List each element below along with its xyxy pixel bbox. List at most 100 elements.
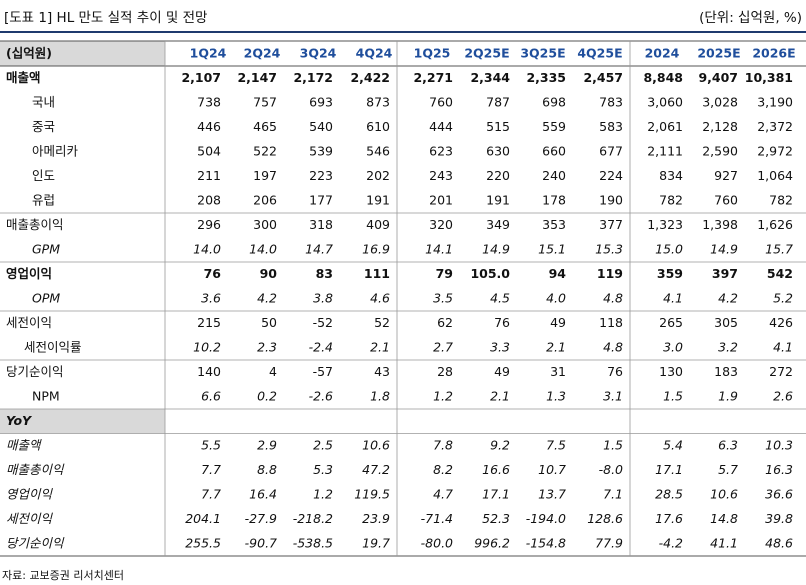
cell: 4 — [269, 364, 277, 379]
cell: 2,972 — [757, 143, 793, 158]
cell: 79 — [436, 266, 453, 281]
cell: 760 — [429, 94, 453, 109]
cell: 698 — [542, 94, 566, 109]
cell: 4.7 — [433, 486, 453, 501]
cell: 610 — [366, 119, 390, 134]
cell: 31 — [550, 364, 566, 379]
cell: 224 — [599, 168, 623, 183]
cell: 10,381 — [745, 70, 793, 85]
cell: 2.5 — [313, 437, 333, 452]
cell: 14.7 — [305, 241, 333, 256]
cell: 7.5 — [546, 437, 566, 452]
cell: 1.2 — [313, 486, 333, 501]
cell: -2.4 — [309, 339, 333, 354]
cell: 8,848 — [643, 70, 683, 85]
cell: 15.7 — [765, 241, 793, 256]
cell: 515 — [486, 119, 510, 134]
cell: -538.5 — [293, 535, 333, 550]
cell: 693 — [309, 94, 333, 109]
cell: 14.8 — [710, 511, 738, 526]
cell: 220 — [486, 168, 510, 183]
column-header: 1Q25 — [414, 46, 451, 61]
cell: 9.2 — [490, 437, 510, 452]
cell: 223 — [309, 168, 333, 183]
cell: 359 — [657, 266, 683, 281]
cell: 2.9 — [257, 437, 277, 452]
cell: 19.7 — [362, 535, 390, 550]
cell: 243 — [429, 168, 453, 183]
cell: 2,590 — [702, 143, 738, 158]
cell: 177 — [309, 192, 333, 207]
column-header: 2024 — [645, 46, 680, 61]
cell: 465 — [253, 119, 277, 134]
cell: 377 — [599, 217, 623, 232]
cell: 353 — [542, 217, 566, 232]
cell: -57 — [313, 364, 333, 379]
cell: 5.4 — [663, 437, 683, 452]
cell: 13.7 — [538, 486, 566, 501]
cell: 349 — [486, 217, 510, 232]
cell: 2,335 — [526, 70, 566, 85]
cell: 208 — [197, 192, 221, 207]
cell: 444 — [429, 119, 453, 134]
cell: 996.2 — [474, 535, 510, 550]
header-label-bg — [0, 41, 165, 66]
column-header: 2Q24 — [244, 46, 281, 61]
cell: 2,344 — [470, 70, 510, 85]
cell: 5.7 — [718, 462, 738, 477]
cell: -4.2 — [659, 535, 683, 550]
cell: 140 — [197, 364, 221, 379]
cell: 1.8 — [370, 388, 390, 403]
cell: 2.7 — [433, 339, 453, 354]
cell: 14.9 — [482, 241, 510, 256]
cell: 3.5 — [433, 290, 453, 305]
cell: 83 — [316, 266, 333, 281]
cell: 43 — [374, 364, 390, 379]
cell: 28.5 — [655, 486, 683, 501]
cell: 10.6 — [710, 486, 738, 501]
cell: 296 — [197, 217, 221, 232]
cell: -71.4 — [421, 511, 453, 526]
cell: 197 — [253, 168, 277, 183]
cell: 17.1 — [655, 462, 683, 477]
cell: 201 — [429, 192, 453, 207]
cell: 1,398 — [702, 217, 738, 232]
cell: 3.1 — [603, 388, 623, 403]
row-label: OPM — [32, 290, 60, 305]
cell: 118 — [599, 315, 623, 330]
cell: 782 — [769, 192, 793, 207]
cell: 105.0 — [470, 266, 510, 281]
cell: 539 — [309, 143, 333, 158]
cell: 272 — [769, 364, 793, 379]
cell: 90 — [260, 266, 278, 281]
cell: 47.2 — [362, 462, 390, 477]
cell: 36.6 — [765, 486, 793, 501]
cell: 2.3 — [257, 339, 277, 354]
cell: -80.0 — [421, 535, 453, 550]
column-header: 4Q25E — [577, 46, 622, 61]
cell: 16.9 — [362, 241, 390, 256]
unit: (단위: 십억원, %) — [699, 10, 802, 26]
cell: 52 — [374, 315, 390, 330]
row-label: 인도 — [32, 168, 55, 183]
row-label: GPM — [32, 241, 60, 256]
cell: 191 — [366, 192, 390, 207]
cell: 1,626 — [757, 217, 793, 232]
cell: 202 — [366, 168, 390, 183]
row-label: YoY — [6, 413, 33, 428]
cell: 1.3 — [546, 388, 566, 403]
row-label: 매출액 — [6, 437, 42, 452]
cell: 17.1 — [482, 486, 510, 501]
cell: -154.8 — [526, 535, 566, 550]
cell: 540 — [309, 119, 333, 134]
row-label: 영업이익 — [6, 266, 52, 281]
cell: 318 — [309, 217, 333, 232]
cell: 3,190 — [757, 94, 793, 109]
cell: 130 — [659, 364, 683, 379]
cell: 760 — [714, 192, 738, 207]
cell: 623 — [429, 143, 453, 158]
cell: 2,147 — [237, 70, 277, 85]
cell: 15.3 — [595, 241, 623, 256]
cell: 3,028 — [702, 94, 738, 109]
row-label: 영업이익 — [6, 486, 54, 501]
